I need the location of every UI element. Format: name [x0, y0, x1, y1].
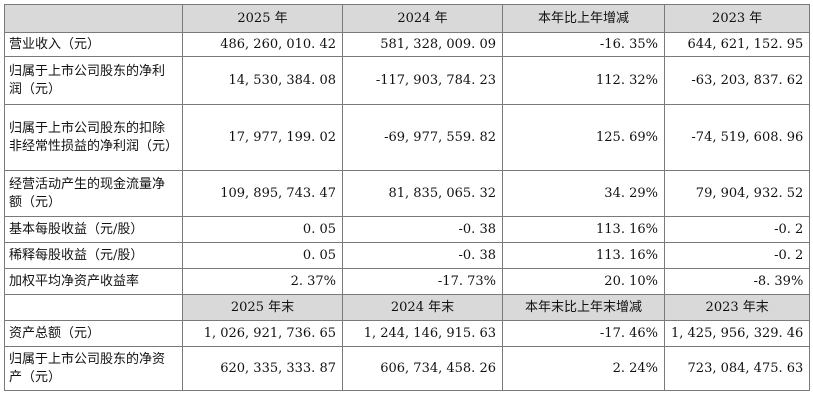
cell-2025: 17, 977, 199. 02	[182, 104, 343, 171]
cell-2025: 486, 260, 010. 42	[182, 32, 343, 57]
table-row: 归属于上市公司股东的净利润（元） 14, 530, 384. 08 -117, …	[4, 56, 811, 105]
header-2025-end: 2025 年末	[182, 294, 343, 321]
cell-2025: 14, 530, 384. 08	[182, 56, 343, 105]
cell-change: 2. 24%	[502, 346, 665, 391]
cell-2025: 1, 026, 921, 736. 65	[182, 320, 343, 347]
table-row: 加权平均净资产收益率 2. 37% -17. 73% 20. 10% -8. 3…	[4, 268, 811, 295]
row-label: 归属于上市公司股东的净资产（元）	[4, 346, 183, 391]
row-label: 基本每股收益（元/股）	[4, 216, 183, 243]
header-2023-end: 2023 年末	[663, 294, 811, 321]
cell-2023: 644, 621, 152. 95	[663, 32, 811, 57]
cell-2023: -0. 2	[663, 242, 811, 269]
cell-change: 113. 16%	[502, 216, 665, 243]
header-row-yearend: 2025 年末 2024 年末 本年末比上年末增减 2023 年末	[4, 294, 811, 321]
header-2025: 2025 年	[182, 4, 343, 33]
cell-2025: 0. 05	[182, 216, 343, 243]
row-label: 归属于上市公司股东的净利润（元）	[4, 56, 183, 105]
header-row-annual: 2025 年 2024 年 本年比上年增减 2023 年	[4, 4, 811, 33]
cell-change: 113. 16%	[502, 242, 665, 269]
cell-2024: -17. 73%	[342, 268, 503, 295]
header-change: 本年比上年增减	[502, 4, 665, 33]
cell-2024: 581, 328, 009. 09	[342, 32, 503, 57]
cell-2023: 79, 904, 932. 52	[663, 170, 811, 217]
cell-2023: -0. 2	[663, 216, 811, 243]
cell-2023: -8. 39%	[663, 268, 811, 295]
financial-indicators-table: 2025 年 2024 年 本年比上年增减 2023 年 营业收入（元） 486…	[4, 4, 811, 391]
header-blank	[4, 294, 183, 321]
table-row: 营业收入（元） 486, 260, 010. 42 581, 328, 009.…	[4, 32, 811, 57]
header-2023: 2023 年	[663, 4, 811, 33]
cell-2025: 109, 895, 743. 47	[182, 170, 343, 217]
header-change-end: 本年末比上年末增减	[502, 294, 665, 321]
cell-change: -16. 35%	[502, 32, 665, 57]
cell-2024: 1, 244, 146, 915. 63	[342, 320, 503, 347]
row-label: 营业收入（元）	[4, 32, 183, 57]
cell-change: 20. 10%	[502, 268, 665, 295]
table-row: 基本每股收益（元/股） 0. 05 -0. 38 113. 16% -0. 2	[4, 216, 811, 243]
cell-2025: 0. 05	[182, 242, 343, 269]
cell-2024: -69, 977, 559. 82	[342, 104, 503, 171]
row-label: 稀释每股收益（元/股）	[4, 242, 183, 269]
cell-2023: 723, 084, 475. 63	[663, 346, 811, 391]
cell-2025: 2. 37%	[182, 268, 343, 295]
header-2024: 2024 年	[342, 4, 503, 33]
cell-2023: 1, 425, 956, 329. 46	[663, 320, 811, 347]
cell-2024: 81, 835, 065. 32	[342, 170, 503, 217]
cell-2023: -74, 519, 608. 96	[663, 104, 811, 171]
table-row: 归属于上市公司股东的净资产（元） 620, 335, 333. 87 606, …	[4, 346, 811, 391]
cell-2023: -63, 203, 837. 62	[663, 56, 811, 105]
table-row: 经营活动产生的现金流量净额（元） 109, 895, 743. 47 81, 8…	[4, 170, 811, 217]
cell-2024: -0. 38	[342, 242, 503, 269]
cell-change: -17. 46%	[502, 320, 665, 347]
cell-2024: -117, 903, 784. 23	[342, 56, 503, 105]
table-row: 归属于上市公司股东的扣除非经常性损益的净利润（元） 17, 977, 199. …	[4, 104, 811, 171]
cell-change: 34. 29%	[502, 170, 665, 217]
row-label: 经营活动产生的现金流量净额（元）	[4, 170, 183, 217]
cell-2024: -0. 38	[342, 216, 503, 243]
cell-change: 112. 32%	[502, 56, 665, 105]
table-row: 稀释每股收益（元/股） 0. 05 -0. 38 113. 16% -0. 2	[4, 242, 811, 269]
cell-2024: 606, 734, 458. 26	[342, 346, 503, 391]
row-label: 归属于上市公司股东的扣除非经常性损益的净利润（元）	[4, 104, 183, 171]
header-2024-end: 2024 年末	[342, 294, 503, 321]
row-label: 加权平均净资产收益率	[4, 268, 183, 295]
cell-2025: 620, 335, 333. 87	[182, 346, 343, 391]
row-label: 资产总额（元）	[4, 320, 183, 347]
cell-change: 125. 69%	[502, 104, 665, 171]
header-blank	[4, 4, 183, 33]
table-row: 资产总额（元） 1, 026, 921, 736. 65 1, 244, 146…	[4, 320, 811, 347]
